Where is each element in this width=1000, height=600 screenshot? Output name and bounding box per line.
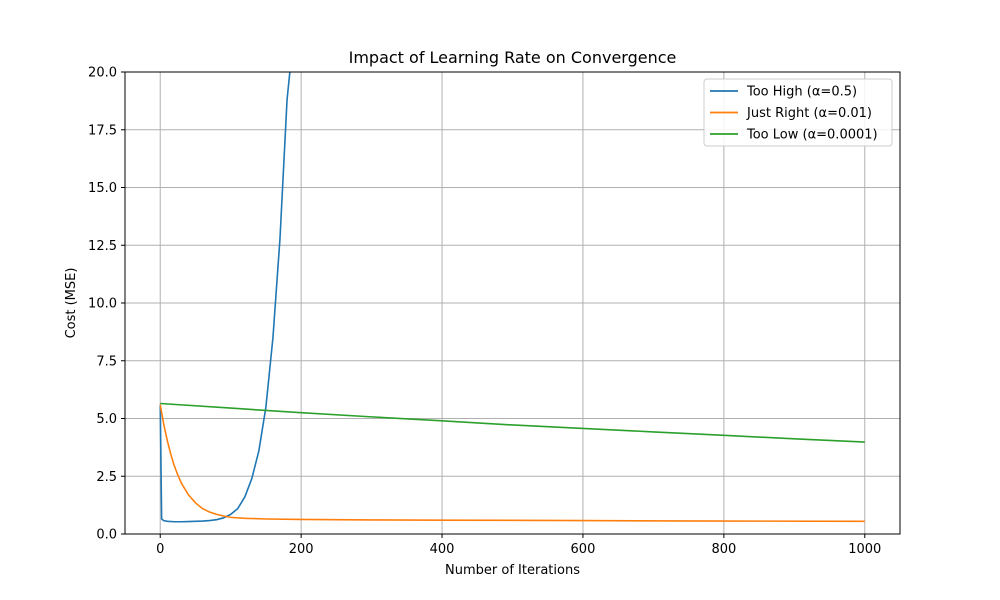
y-tick-label: 2.5	[96, 470, 117, 485]
y-tick-label: 10.0	[88, 297, 117, 312]
y-tick-label: 0.0	[96, 528, 117, 543]
y-axis-title: Cost (MSE)	[64, 268, 79, 339]
x-axis-title: Number of Iterations	[445, 563, 580, 578]
x-tick-label: 600	[571, 542, 596, 557]
y-tick-label: 12.5	[88, 239, 117, 254]
y-tick-label: 5.0	[96, 412, 117, 427]
axis-ticks: 0 200 400 600 800 1000 0.0 2.5 5.0 7.5 10.0 12.5 15.…	[88, 66, 881, 558]
y-tick-label: 17.5	[88, 123, 117, 138]
y-tick-label: 7.5	[96, 354, 117, 369]
y-tick-label: 15.0	[88, 181, 117, 196]
x-tick-label: 800	[711, 542, 736, 557]
y-tick-label: 20.0	[88, 66, 117, 81]
series-line-1	[159, 404, 865, 523]
legend-box	[703, 78, 893, 147]
legend-label-0: Too High (α=0.5)	[746, 85, 857, 100]
legend: Too High (α=0.5) Just Right (α=0.01) Too L…	[703, 78, 893, 147]
x-tick-label: 0	[156, 542, 164, 557]
chart-title: Impact of Learning Rate on Convergence	[349, 48, 677, 67]
series-lines	[159, 72, 865, 523]
x-tick-label: 1000	[848, 542, 881, 557]
series-line-0	[159, 72, 291, 523]
legend-label-1: Just Right (α=0.01)	[746, 106, 872, 121]
series-line-2	[160, 402, 865, 443]
x-tick-label: 400	[430, 542, 455, 557]
x-tick-label: 200	[289, 542, 314, 557]
legend-label-2: Too Low (α=0.0001)	[746, 128, 878, 143]
